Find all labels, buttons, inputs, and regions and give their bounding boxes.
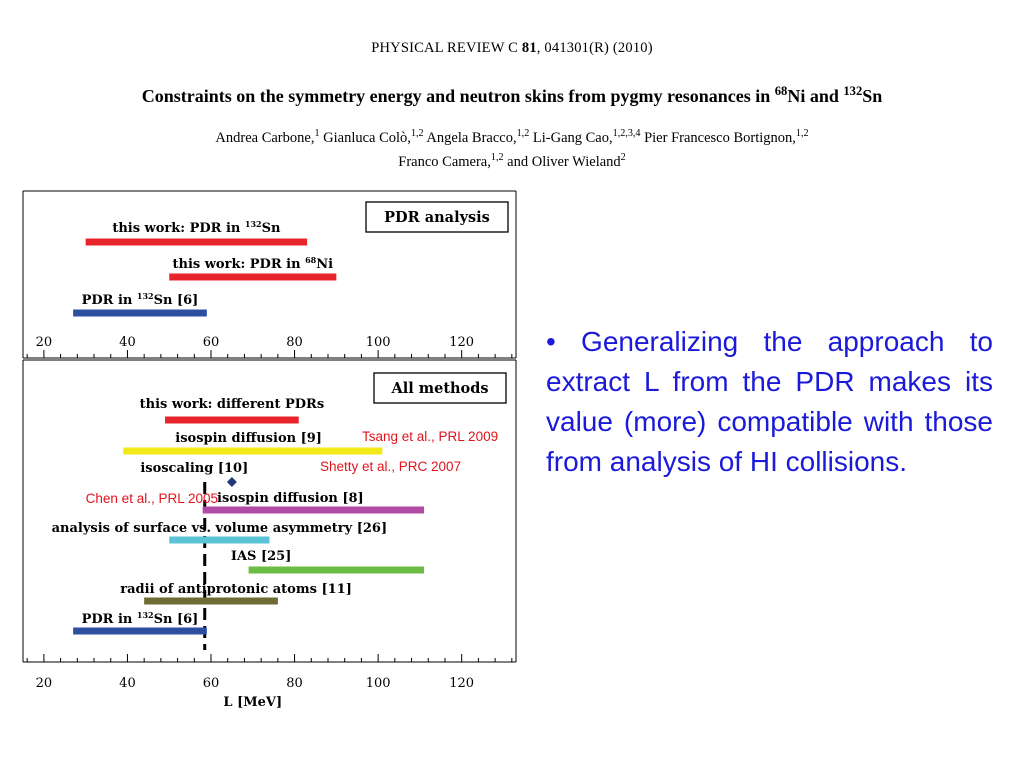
panel2-bar-label: radii of antiprotonic atoms [11] (120, 582, 352, 597)
panel1-tick-label: 120 (449, 335, 474, 350)
panel2-bar (248, 566, 425, 574)
panel2-bar (123, 447, 383, 455)
panel2-tick-label: 120 (449, 676, 474, 691)
panel2-label-box (373, 372, 507, 404)
panel1-tick-label: 40 (119, 335, 136, 350)
panel2-tick-label: 100 (366, 676, 391, 691)
panel1-tick-label: 20 (36, 335, 53, 350)
authors-line-2: Franco Camera,1,2 and Oliver Wieland2 (398, 151, 626, 170)
paper-title: Constraints on the symmetry energy and n… (141, 84, 883, 106)
panel2-tick-label: 40 (119, 676, 136, 691)
bullet-text: • Generalizing the approach to extract L… (546, 326, 993, 477)
panel1-bar-label: this work: PDR in 68Ni (173, 255, 334, 272)
panel1-tick-label: 80 (286, 335, 303, 350)
reference-annotation: Chen et al., PRL 2005 (86, 491, 218, 506)
panel1-bar (73, 309, 207, 317)
journal-reference: PHYSICAL REVIEW C 81, 041301(R) (2010) (371, 40, 653, 56)
panel2-bar-label: IAS [25] (231, 549, 291, 564)
panel1-label: PDR analysis (384, 209, 490, 226)
panel1-tick-label: 100 (366, 335, 391, 350)
panel2-tick-label: 20 (36, 676, 53, 691)
panel1-bar (169, 273, 337, 281)
panel2-point-marker (226, 477, 237, 487)
panel2-bar-label: PDR in 132Sn [6] (82, 610, 199, 627)
panel1-tick-label: 60 (203, 335, 220, 350)
panel2-tick-label: 60 (203, 676, 220, 691)
reference-annotation: Tsang et al., PRL 2009 (362, 429, 498, 444)
reference-annotation: Shetty et al., PRC 2007 (320, 459, 461, 474)
panel2-bar-label: isospin diffusion [9] (175, 431, 322, 446)
panel2-x-axis-label: L [MeV] (223, 695, 282, 710)
panel1-bar (85, 238, 308, 246)
panel2-tick-label: 80 (286, 676, 303, 691)
panel2-bar (73, 627, 207, 635)
panel1-bar-label: PDR in 132Sn [6] (82, 291, 199, 308)
panel1-label-box (365, 201, 509, 233)
panel2-bar (165, 416, 299, 424)
panel2-bar (202, 506, 425, 514)
authors-line-1: Andrea Carbone,1 Gianluca Colò,1,2 Angel… (215, 128, 809, 146)
panel2-bar-label: analysis of surface vs. volume asymmetry… (52, 521, 388, 536)
panel2-bar-label: this work: different PDRs (140, 397, 325, 412)
panel2-bar-label: isospin diffusion [8] (217, 491, 364, 506)
panel2-bar (169, 536, 270, 544)
author-list: Andrea Carbone,1 Gianluca Colò,1,2 Angel… (0, 124, 1024, 172)
panel1-bar-label: this work: PDR in 132Sn (112, 219, 281, 236)
panel2-bar-label: isoscaling [10] (140, 461, 248, 476)
panel2-bar (144, 597, 278, 605)
panel2-label: All methods (390, 380, 488, 397)
